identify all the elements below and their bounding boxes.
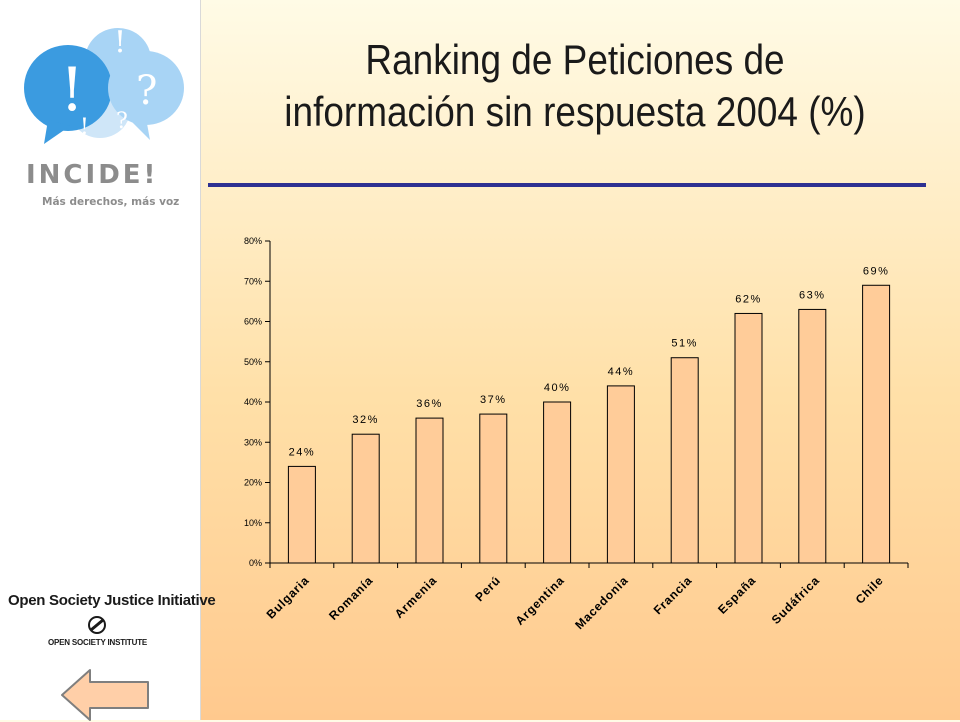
bar: [287, 465, 316, 564]
y-tick-label: 60%: [244, 317, 262, 327]
bar: [479, 413, 508, 564]
category-label: Macedonia: [572, 573, 631, 632]
left-arrow-icon: [61, 669, 149, 721]
category-label: Francia: [651, 573, 695, 617]
category-label: España: [715, 573, 758, 616]
incide-tagline: Más derechos, más voz: [42, 196, 180, 208]
slide-title-line2: información sin respuesta 2004 (%): [284, 88, 866, 135]
bar: [543, 401, 572, 564]
category-label: Perú: [472, 573, 503, 604]
svg-text:!: !: [60, 55, 84, 125]
y-tick-label: 80%: [244, 236, 262, 246]
sidebar: ! ! ? ? ! INCIDE! Más derechos, más voz …: [0, 0, 216, 722]
osi-emblem-icon: [88, 616, 106, 634]
category-label: Argentina: [513, 573, 568, 628]
data-label: 32%: [352, 414, 379, 426]
org-subtitle: OPEN SOCIETY INSTITUTE: [48, 638, 148, 647]
bar: [415, 417, 444, 564]
data-label: 37%: [480, 394, 507, 406]
bar: [862, 284, 891, 564]
data-label: 40%: [544, 382, 571, 394]
slide-title: Ranking de Peticiones de información sin…: [258, 34, 892, 138]
category-label: Sudáfrica: [769, 573, 823, 627]
y-tick-label: 0%: [249, 558, 262, 568]
svg-text:?: ?: [116, 109, 128, 134]
category-label: Bulgaria: [264, 573, 312, 621]
slide-title-line1: Ranking de Peticiones de: [365, 36, 785, 83]
data-label: 63%: [799, 289, 826, 301]
data-label: 51%: [671, 338, 698, 350]
data-label: 36%: [416, 398, 443, 410]
data-label: 69%: [863, 265, 890, 277]
category-label: Romanía: [326, 573, 376, 623]
svg-text:!: !: [80, 115, 89, 140]
data-label: 44%: [608, 366, 635, 378]
y-tick-label: 50%: [244, 357, 262, 367]
back-button[interactable]: [60, 668, 152, 722]
speech-bubbles-icon: ! ! ? ? !: [24, 25, 184, 144]
y-tick-label: 10%: [244, 518, 262, 528]
incide-logo: ! ! ? ? !: [24, 25, 184, 144]
category-label: Chile: [853, 573, 886, 606]
title-rule: [208, 183, 926, 187]
y-tick-label: 30%: [244, 437, 262, 447]
data-label: 24%: [289, 446, 316, 458]
data-label: 62%: [735, 293, 762, 305]
y-tick-label: 70%: [244, 276, 262, 286]
incide-wordmark: INCIDE!: [26, 160, 159, 190]
bar: [798, 308, 827, 564]
bar: [670, 357, 699, 564]
svg-text:?: ?: [136, 68, 157, 114]
bar: [734, 312, 763, 564]
svg-text:!: !: [114, 25, 126, 60]
bar: [351, 433, 380, 564]
bar: [606, 385, 635, 564]
y-tick-label: 20%: [244, 478, 262, 488]
category-label: Armenia: [392, 573, 440, 621]
org-name: Open Society Justice Initiative: [8, 592, 216, 609]
y-tick-label: 40%: [244, 397, 262, 407]
